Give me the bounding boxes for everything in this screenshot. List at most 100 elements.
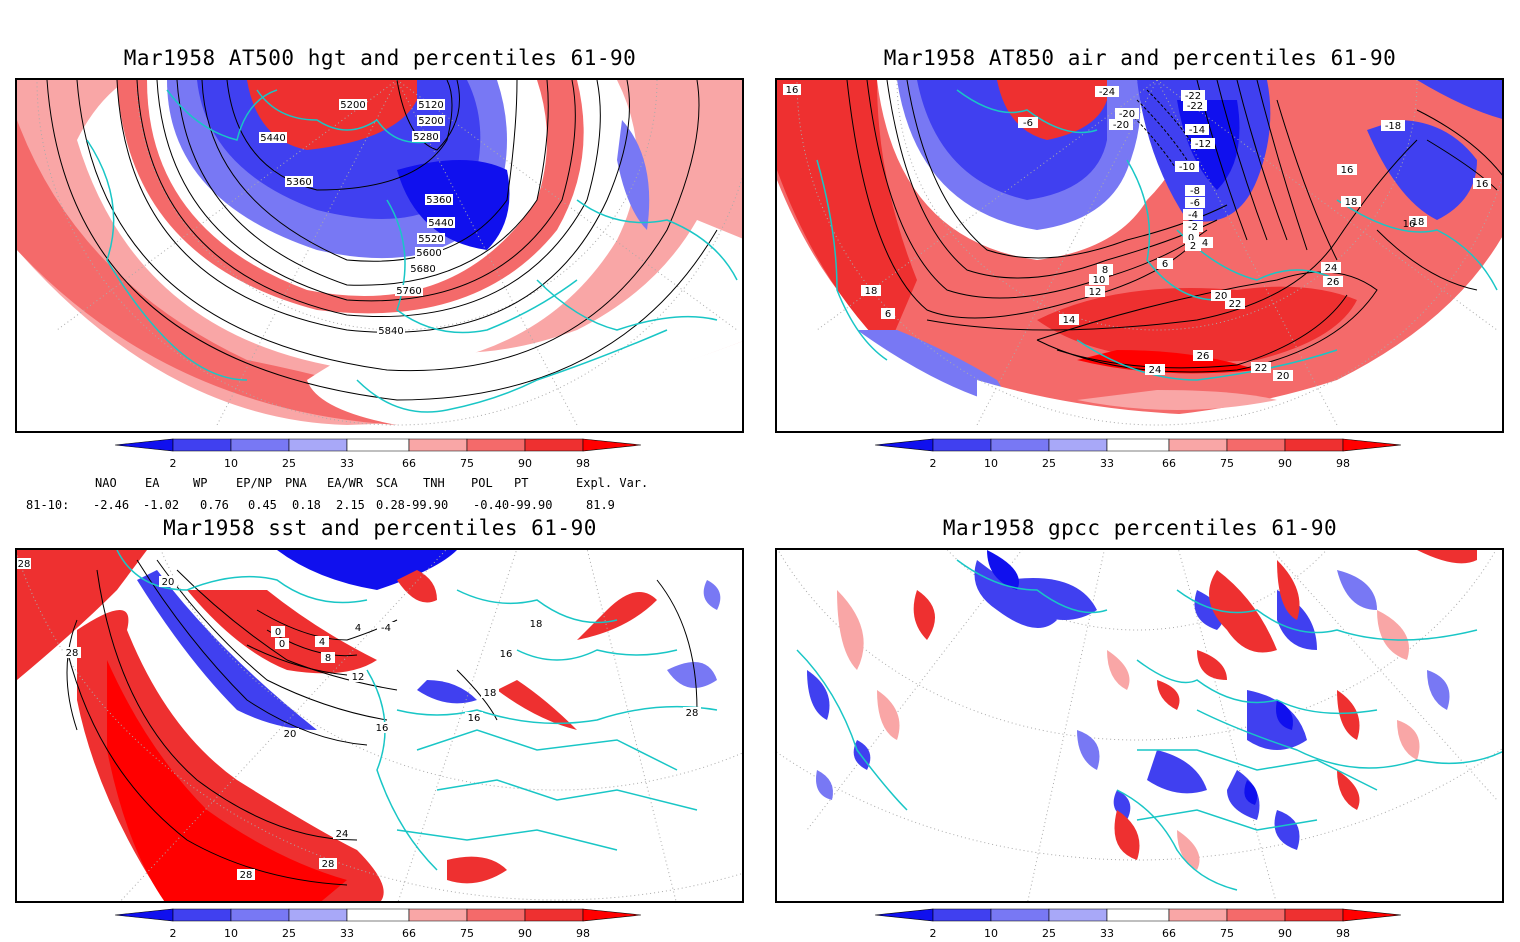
colorbar-segment [524,438,584,452]
colorbar-tick-label: 66 [1162,927,1176,940]
contour-label-air: 26 [1323,276,1343,288]
svg-text:5360: 5360 [426,195,451,206]
contour-label-air: 6 [1157,258,1173,270]
svg-text:5200: 5200 [340,100,365,111]
contour-label-air: 12 [1085,286,1105,298]
panel-title-sst: Mar1958 sst and percentiles 61-90 [163,516,597,540]
contour-label-sst: 24 [333,828,351,840]
svg-text:0: 0 [1188,233,1194,244]
svg-text:16: 16 [468,713,481,724]
index-header: TNH [423,476,445,490]
svg-text:5680: 5680 [410,264,435,275]
colorbar-segment [582,438,642,452]
svg-text:4: 4 [1202,238,1208,249]
contour-label-sst: 0 [275,638,289,650]
contour-label-air: 18 [1409,216,1427,228]
colorbar-tick-label: 66 [1162,457,1176,470]
contour-label-sst: 12 [349,671,367,683]
map-panel-gpcc [775,548,1504,903]
contour-label-air: -20 [1115,108,1139,120]
contour-label-air: 14 [1059,314,1079,326]
svg-text:28: 28 [240,870,253,881]
svg-text:16: 16 [1403,219,1416,230]
index-header: EA/WR [327,476,364,490]
svg-text:-20: -20 [1119,109,1135,120]
svg-text:-20: -20 [1113,120,1129,131]
svg-text:-10: -10 [1179,162,1195,173]
colorbar-tick-label: 75 [1220,927,1234,940]
contour-label-air: 6 [881,308,895,320]
svg-text:14: 14 [1063,315,1076,326]
index-header: WP [193,476,208,490]
index-value: 0.45 [248,498,277,512]
panel-title-air850: Mar1958 AT850 air and percentiles 61-90 [883,46,1397,70]
colorbar-tick-label: 33 [1100,927,1114,940]
svg-text:28: 28 [18,559,31,570]
colorbar-segment [346,908,410,922]
index-table: NAO EA WP EP/NP PNA EA/WR SCA TNH POL PT… [0,476,760,512]
contour-label-hgt: 5280 [412,131,440,143]
contour-label-sst: 28 [683,707,701,719]
colorbar-tick-label: 75 [1220,457,1234,470]
contour-label-air: -18 [1381,120,1405,132]
svg-text:5600: 5600 [416,248,441,259]
svg-text:28: 28 [66,648,79,659]
colorbar-tick-label: 25 [1042,927,1056,940]
index-value: 0.76 [200,498,229,512]
colorbar-segment [1342,438,1402,452]
svg-text:24: 24 [336,829,349,840]
contour-label-sst: 16 [465,712,483,724]
index-header: SCA [376,476,398,490]
colorbar-bottom-left: 2 10 25 33 66 75 90 98 [115,908,645,942]
contour-label-air: -22 [1183,100,1207,112]
contour-label-air: 26 [1193,350,1213,362]
svg-text:0: 0 [275,627,281,638]
contour-label-hgt: 5360 [285,176,313,188]
contour-label-air: 16 [1403,219,1416,230]
colorbar-tick-label: 75 [460,927,474,940]
colorbar-segment [288,438,348,452]
contour-label-air: -8 [1185,185,1205,197]
contour-label-air: 24 [1321,262,1341,274]
colorbar-segment [1106,438,1170,452]
svg-text:6: 6 [1162,259,1168,270]
contour-label-sst: 18 [481,687,499,699]
colorbar-tick-label: 2 [930,457,937,470]
hgt500-map: 5120 5200 5200 5280 5440 5360 5360 5440 … [17,80,742,426]
contour-label-sst: 28 [17,558,31,570]
svg-text:16: 16 [1341,165,1354,176]
svg-text:24: 24 [1325,263,1338,274]
colorbar-segment [230,908,290,922]
svg-text:5120: 5120 [418,100,443,111]
contour-label-air: 4 [1197,237,1213,249]
svg-text:20: 20 [284,729,297,740]
svg-text:18: 18 [1412,217,1425,228]
contour-label-air: -14 [1185,124,1209,136]
svg-text:4: 4 [355,623,361,634]
svg-text:-4: -4 [381,623,391,634]
map-panel-hgt500: 5120 5200 5200 5280 5440 5360 5360 5440 … [15,78,744,433]
contour-label-air: 24 [1145,364,1165,376]
contour-label-sst: 8 [321,652,335,664]
contour-label-air: -10 [1175,161,1199,173]
colorbar-tick-label: 90 [518,457,532,470]
contour-label-sst: -4 [377,622,395,634]
svg-text:16: 16 [376,723,389,734]
contour-label-hgt: 5200 [417,115,445,127]
svg-text:20: 20 [1277,371,1290,382]
svg-text:2: 2 [1190,241,1196,252]
contour-label-air: -6 [1185,197,1205,209]
colorbar-tick-label: 90 [1278,457,1292,470]
index-value: -0.40-99.90 [473,498,553,512]
colorbar-segment [990,438,1050,452]
svg-text:22: 22 [1255,363,1268,374]
colorbar-segment [1168,438,1228,452]
contour-label-air: 2 [1185,240,1201,252]
svg-text:-6: -6 [1023,118,1033,129]
colorbar-segment [288,908,348,922]
contour-label-hgt: 5680 [409,263,437,275]
svg-text:18: 18 [865,286,878,297]
colorbar-tick-label: 33 [340,457,354,470]
colorbar-segment [1168,908,1228,922]
colorbar-tick-label: 33 [340,927,354,940]
